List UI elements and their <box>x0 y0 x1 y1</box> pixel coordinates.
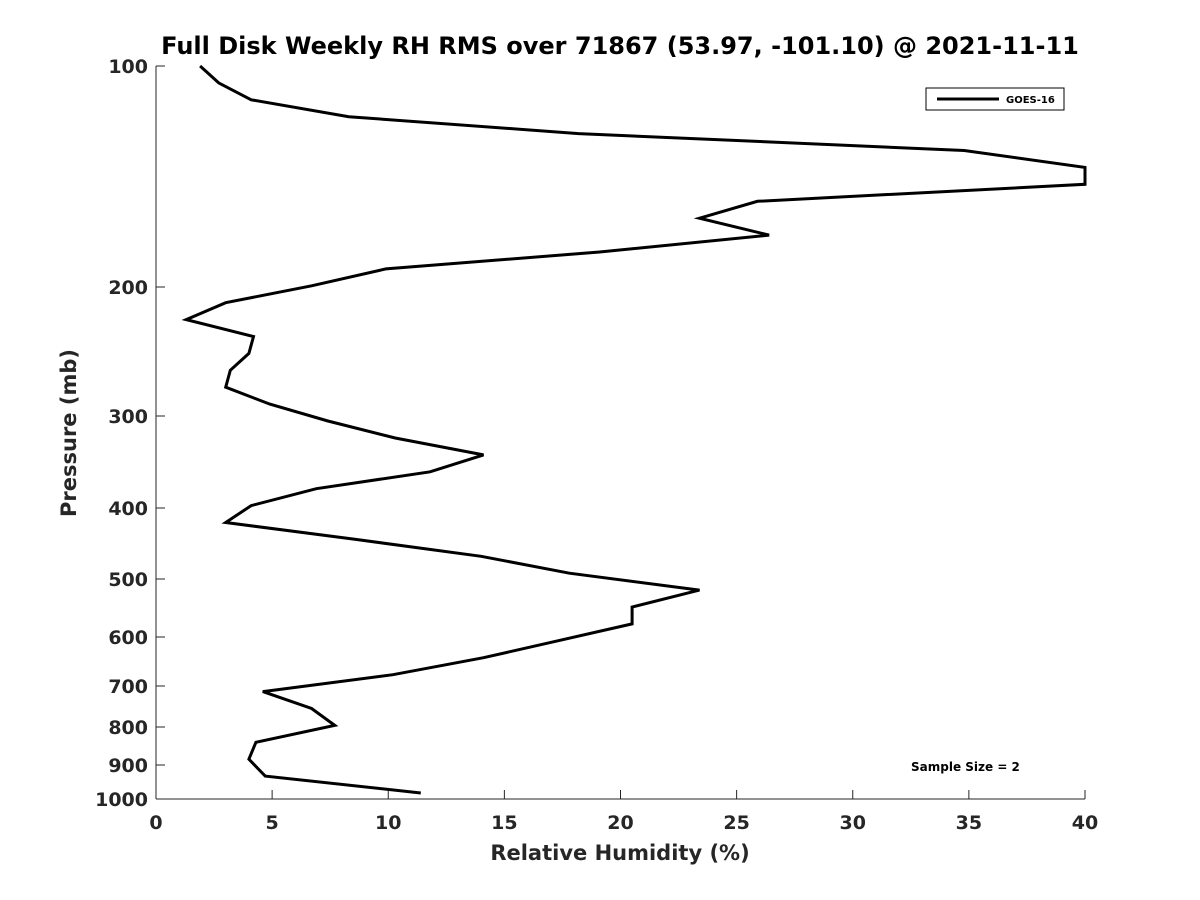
x-axis-label: Relative Humidity (%) <box>490 841 749 865</box>
x-tick-label: 40 <box>1072 812 1098 834</box>
y-tick-label: 100 <box>108 56 148 78</box>
y-tick-label: 200 <box>108 277 148 299</box>
y-tick-label: 1000 <box>95 789 148 811</box>
x-tick-label: 10 <box>375 812 401 834</box>
x-tick-labels: 0 5 10 15 20 25 30 35 40 <box>149 812 1098 834</box>
y-tick-label: 800 <box>108 717 148 739</box>
series-line-goes-16 <box>181 64 1087 795</box>
legend: GOES-16 <box>925 87 1065 111</box>
x-tick-label: 5 <box>266 812 279 834</box>
x-tick-label: 20 <box>607 812 633 834</box>
x-tick-label: 25 <box>723 812 749 834</box>
series-group <box>181 64 1087 795</box>
y-tick-label: 400 <box>108 498 148 520</box>
sample-size-annotation: Sample Size = 2 <box>911 760 1020 774</box>
y-tick-label: 600 <box>108 627 148 649</box>
y-tick-label: 300 <box>108 406 148 428</box>
plot-frame <box>156 66 1085 799</box>
x-tick-label: 30 <box>840 812 866 834</box>
axes <box>155 65 1086 800</box>
y-tick-labels: 100 200 300 400 500 600 700 800 900 1000 <box>95 56 148 811</box>
y-tick-label: 900 <box>108 755 148 777</box>
y-axis-label: Pressure (mb) <box>57 349 81 517</box>
chart-title: Full Disk Weekly RH RMS over 71867 (53.9… <box>161 32 1079 60</box>
legend-label: GOES-16 <box>1006 95 1055 106</box>
x-tick-label: 0 <box>149 812 162 834</box>
x-tick-label: 35 <box>956 812 982 834</box>
x-tick-label: 15 <box>491 812 517 834</box>
y-tick-label: 500 <box>108 569 148 591</box>
y-tick-label: 700 <box>108 676 148 698</box>
